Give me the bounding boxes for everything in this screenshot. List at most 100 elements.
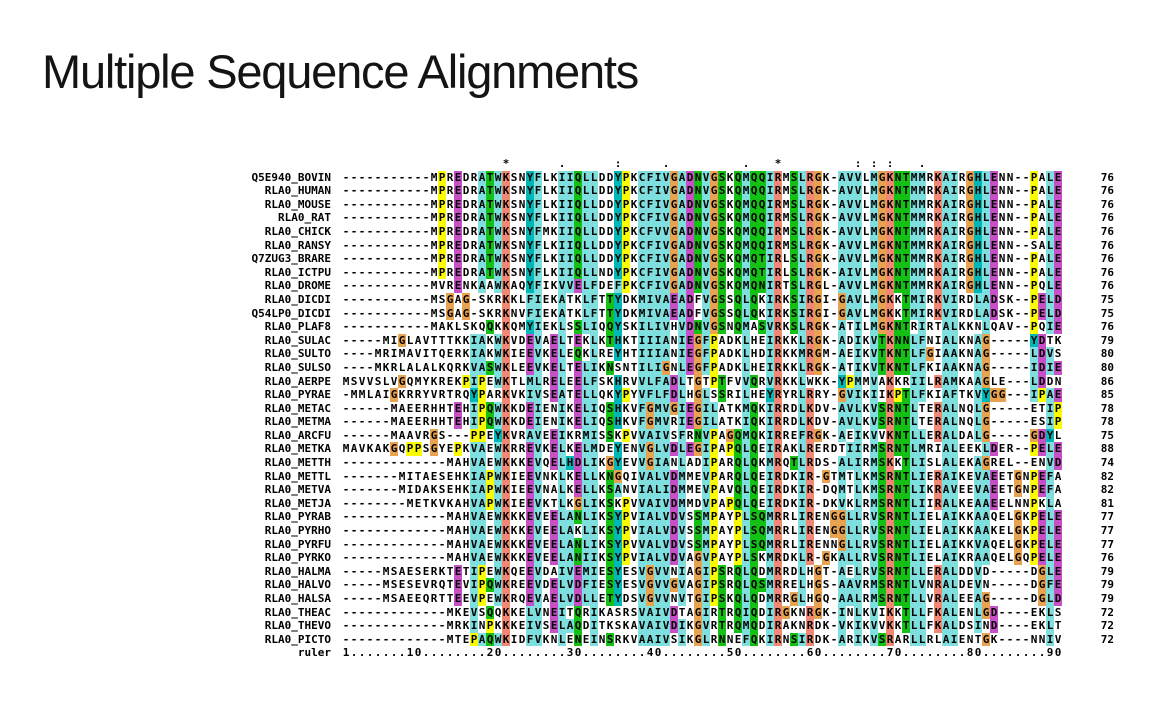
alignment-row: RLA0_AERPE MSVVSLVGQMYKREKPIPEWKTLMLRELEE… xyxy=(235,374,1114,389)
alignment-row: Q7ZUG3_BRARE -----------MPREDRATWKSNYFLKI… xyxy=(235,252,1114,266)
sequence-cells: -------------MAHVAEWKKKEVEELANLIKSYPVVAL… xyxy=(342,537,1062,552)
alignment-row: RLA0_METTL -------MITAESEHKIAPWKIEEVNKLKE… xyxy=(235,469,1114,484)
sequence-label: RLA0_SULTO xyxy=(264,347,331,361)
sequence-label: RLA0_CHICK xyxy=(264,224,331,238)
residue-count: 79 xyxy=(1100,333,1114,347)
alignment-row: RLA0_ICTPU -----------MPREDRATWKSNYFLKIIQ… xyxy=(235,265,1114,280)
ruler-row: ruler 1.......10........20........30.....… xyxy=(235,646,1114,660)
alignment-row: RLA0_PICTO -------------MTEPAQWKIDFVKNLEN… xyxy=(235,632,1114,647)
alignment-row: RLA0_THEAC -------------MKEVSQQKKELVNEITQ… xyxy=(235,605,1114,620)
alignment-row: RLA0_HALVO -----MSESEVRQTEVIPQWKREEVDELVD… xyxy=(235,578,1114,592)
residue-count: 76 xyxy=(1100,279,1114,293)
sequence-cells: MAVKAKGQPPSGYEPKVAEWKRREVKELKELMDEYENVGL… xyxy=(342,442,1062,457)
residue-count: 72 xyxy=(1100,632,1114,646)
alignment-row: RLA0_PYRAB -------------MAHVAEWKKKEVEELAN… xyxy=(235,510,1114,525)
sequence-label: RLA0_SULAC xyxy=(264,333,331,347)
alignment-row: RLA0_METAC ------MAEERHHTEHIPQWKKDEIENIKE… xyxy=(235,401,1114,416)
alignment-row: RLA0_PYRFU -------------MAHVAEWKKKEVEELAN… xyxy=(235,537,1114,552)
sequence-label: RLA0_HALSA xyxy=(264,592,331,605)
alignment-row: RLA0_SULTO ----MRIMAVITQERKIAKWKIEEVKELEQ… xyxy=(235,347,1114,361)
sequence-label: ruler xyxy=(297,646,331,660)
residue-count: 75 xyxy=(1100,306,1114,320)
residue-count: 72 xyxy=(1100,619,1114,633)
residue-count: 76 xyxy=(1100,224,1114,238)
sequence-label: RLA0_RANSY xyxy=(264,238,331,252)
sequence-cells: -----------MPREDRATWKSNYFLKIIQLLDDYPKCFI… xyxy=(342,197,1062,212)
sequence-cells: -------------MAHVAEWKKKEVEELANIIKSYPVIAL… xyxy=(342,551,1062,565)
alignment-row: RLA0_PLAF8 -----------MAKLSKQQKKQMYIEKLSS… xyxy=(235,320,1114,334)
sequence-cells: --------METKVKAHVAPWKIEEVKTLKGLIKSKPVVAI… xyxy=(342,496,1062,511)
alignment-row: RLA0_HALMA -----MSAESERKTETIPEWKQEEVDAIVE… xyxy=(235,564,1114,579)
sequence-label: RLA0_MOUSE xyxy=(264,197,331,211)
sequence-cells: -------MIDAKSEHKIAPWKIEEVNALKELLKSANVIAL… xyxy=(342,483,1062,497)
sequence-cells: ------MAEERHHTEHIPQWKKDEIENIKELIQSHKVFGM… xyxy=(342,401,1062,416)
residue-count: 76 xyxy=(1100,197,1114,211)
sequence-label: RLA0_DICDI xyxy=(264,292,331,306)
residue-count: 88 xyxy=(1100,442,1114,456)
sequence-label: RLA0_PYRKO xyxy=(264,551,331,565)
sequence-label: RLA0_METTL xyxy=(264,469,331,483)
residue-count: 79 xyxy=(1100,564,1114,578)
sequence-cells: ------MAAVRGS---PPEYKVRAVEEIKRMISSKPVVAI… xyxy=(342,428,1062,443)
residue-count: 76 xyxy=(1100,170,1114,184)
sequence-cells: 1.......10........20........30........40… xyxy=(342,646,1062,660)
sequence-label: RLA0_PICTO xyxy=(264,632,331,646)
alignment-row: RLA0_DROME -----------MVRENKAAWKAQYFIKVVE… xyxy=(235,279,1114,293)
alignment-row: RLA0_METTH -------------MAHVAEWKKKEVQELHD… xyxy=(235,456,1114,470)
sequence-label: RLA0_HALMA xyxy=(264,564,331,578)
sequence-label: RLA0_METKA xyxy=(264,442,331,456)
sequence-label: RLA0_PLAF8 xyxy=(264,320,331,334)
sequence-label: RLA0_PYRFU xyxy=(264,537,331,551)
residue-count: 74 xyxy=(1100,456,1114,470)
residue-count: 76 xyxy=(1100,184,1114,198)
alignment-row: RLA0_SULAC -----MIGLAVTTTKKIAKWKVDEVAELTE… xyxy=(235,333,1114,348)
residue-count: 81 xyxy=(1100,496,1114,510)
residue-count: 77 xyxy=(1100,524,1114,538)
sequence-label: RLA0_PYRAE xyxy=(264,388,331,402)
sequence-label: RLA0_THEVO xyxy=(264,619,331,633)
sequence-label: RLA0_METJA xyxy=(264,496,331,510)
sequence-label: RLA0_METAC xyxy=(264,401,331,415)
sequence-label: RLA0_RAT xyxy=(278,211,331,225)
sequence-cells: -----------MPREDRATWKSNYFLKIIQLLNDYPKCFI… xyxy=(342,265,1062,280)
sequence-label: Q54LP0_DICDI xyxy=(251,306,331,320)
sequence-cells: -------------MAHVAEWKKKEVEELAKLIKSYPVIAL… xyxy=(342,524,1062,538)
residue-count: 80 xyxy=(1100,347,1114,361)
sequence-cells: -------------MKEVSQQKKELVNEITQRIKASRSVAI… xyxy=(342,605,1062,620)
alignment-row: RLA0_PYRAE -MMLAIGKRRYVRTRQYPARKVKIVSEATE… xyxy=(235,388,1114,402)
residue-count: 76 xyxy=(1100,211,1114,225)
sequence-cells: MSVVSLVGQMYKREKPIPEWKTLMLRELEELFSKHRVVLF… xyxy=(342,374,1062,389)
alignment-row: RLA0_METKA MAVKAKGQPPSGYEPKVAEWKRREVKELKE… xyxy=(235,442,1114,457)
sequence-label: RLA0_HUMAN xyxy=(264,184,331,198)
sequence-label: RLA0_METVA xyxy=(264,483,331,497)
residue-count: 76 xyxy=(1100,551,1114,565)
alignment-row: RLA0_SULSO ----MKRLALALKQRKVASWKLEEVKELTE… xyxy=(235,360,1114,375)
sequence-label: Q7ZUG3_BRARE xyxy=(251,252,331,266)
residue-count: 77 xyxy=(1100,510,1114,524)
alignment-row: RLA0_RANSY -----------MPREDRATWKSNYFLKIIQ… xyxy=(235,238,1114,253)
sequence-cells: -----MSESEVRQTEVIPQWKREEVDELVDFIESYESVGV… xyxy=(342,578,1062,592)
residue-count: 85 xyxy=(1100,388,1114,402)
sequence-cells: ----MKRLALALKQRKVASWKLEEVKELTELIKNSNTILI… xyxy=(342,360,1062,375)
msa-panel: *.:.. *:::. Q5E940_BOVIN -----------MPREDRA… xyxy=(235,157,1114,660)
sequence-label: RLA0_SULSO xyxy=(264,360,331,374)
sequence-cells: -----------MPREDRATWKSNYFLKIIQLLDDYPKCFI… xyxy=(342,184,1062,198)
residue-count: 78 xyxy=(1100,401,1114,415)
alignment-row: RLA0_THEVO -------------MRKINPKKKEIVSELAQ… xyxy=(235,619,1114,633)
sequence-cells: -----MSAESERKTETIPEWKQEEVDAIVEMIESYESVGV… xyxy=(342,564,1062,579)
alignment-row: RLA0_RAT -----------MPREDRATWKSNYFLKIIQLL… xyxy=(235,211,1114,225)
residue-count: 76 xyxy=(1100,252,1114,266)
sequence-cells: -----------MPREDRATWKSNYFMKIIQLLDDYPKCFV… xyxy=(342,224,1062,239)
residue-count: 82 xyxy=(1100,483,1114,497)
sequence-label: RLA0_DROME xyxy=(264,279,331,293)
sequence-label: RLA0_THEAC xyxy=(264,605,331,619)
residue-count: 78 xyxy=(1100,415,1114,429)
sequence-label: RLA0_ARCFU xyxy=(264,428,331,442)
sequence-cells: -----MSAEEQRTTEEVPEWKRQEVAELVDLLETYDSVGV… xyxy=(342,592,1062,606)
sequence-cells: -MMLAIGKRRYVRTRQYPARKVKIVSEATELLQKYPYVFL… xyxy=(342,388,1062,402)
sequence-cells: -------------MRKINPKKKEIVSELAQDITKSKAVAI… xyxy=(342,619,1062,633)
alignment-row: RLA0_DICDI -----------MSGAG-SKRKKLFIEKATK… xyxy=(235,292,1114,307)
sequence-cells: -----------MSGAG-SKRKNVFIEKATKLFTTYDKMIV… xyxy=(342,306,1062,321)
residue-count: 82 xyxy=(1100,469,1114,483)
sequence-cells: -----------MPREDRATWKSNYFLKIIQLLDDYPKCFI… xyxy=(342,238,1062,253)
